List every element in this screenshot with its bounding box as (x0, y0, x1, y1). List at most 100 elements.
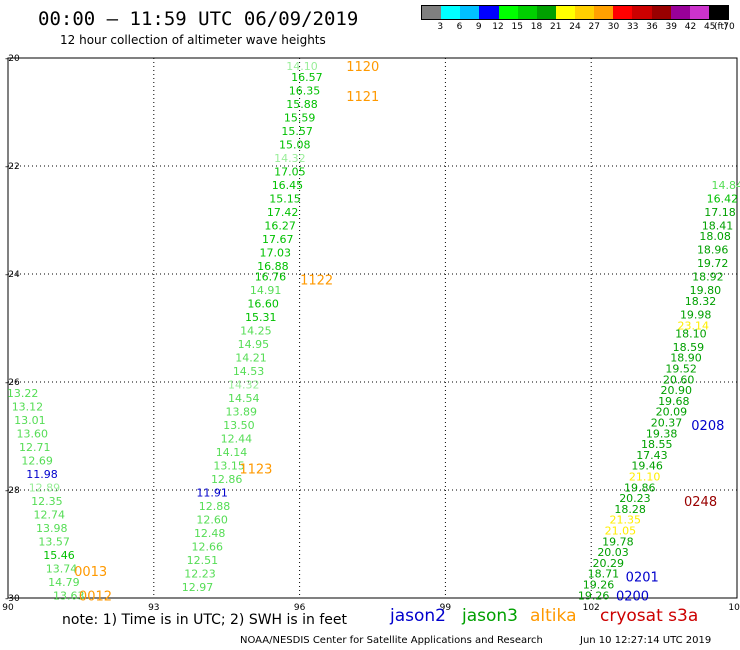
legend-swatch (594, 6, 614, 19)
wave-height-point: 20.29 (592, 557, 624, 570)
legend-swatch (575, 6, 595, 19)
x-tick-label: 105 (728, 603, 740, 613)
wave-height-point: 20.60 (663, 373, 695, 386)
wave-height-point: 19.78 (602, 535, 634, 548)
legend-label: 21 (550, 22, 562, 32)
y-tick-label: -28 (5, 486, 20, 496)
y-tick-label: -20 (5, 54, 20, 64)
legend-label: 24 (569, 22, 581, 32)
wave-height-point: 13.50 (223, 419, 255, 432)
wave-height-point: 18.08 (699, 230, 731, 243)
wave-height-point: 18.28 (614, 503, 646, 516)
wave-height-point: 21.35 (609, 514, 641, 527)
wave-height-point: 20.37 (651, 417, 683, 430)
y-tick-label: -26 (5, 378, 20, 388)
wave-height-point: 13.89 (226, 406, 258, 419)
wave-height-point: 11.98 (26, 468, 58, 481)
wave-height-point: 16.57 (291, 71, 323, 84)
wave-height-point: 12.23 (184, 568, 216, 581)
wave-height-point: 12.89 (29, 481, 61, 494)
legend-swatch (670, 6, 690, 19)
wave-height-point: 17.42 (267, 206, 299, 219)
wave-height-point: 13.98 (36, 522, 68, 535)
wave-height-point: 16.88 (257, 260, 289, 273)
legend-label: 9 (475, 22, 482, 32)
wave-height-point: 13.74 (46, 562, 78, 575)
legend-label: 36 (646, 22, 658, 32)
map-subtitle: 12 hour collection of altimeter wave hei… (60, 33, 326, 47)
pass-time-label: 0013 (74, 565, 107, 580)
wave-height-point: 16.45 (272, 179, 304, 192)
wave-height-point: 15.59 (284, 111, 316, 124)
wave-height-point: 14.54 (228, 392, 260, 405)
wave-height-point: 13.63 (53, 589, 85, 602)
wave-height-point: 20.90 (661, 384, 693, 397)
wave-height-point: 16.60 (247, 298, 279, 311)
wave-height-point: 19.98 (680, 309, 712, 322)
wave-height-point: 17.67 (262, 233, 294, 246)
wave-height-point: 12.88 (199, 500, 231, 513)
satellite-name: jason3 (462, 606, 518, 626)
wave-height-point: 13.12 (12, 400, 44, 413)
legend-swatch (613, 6, 633, 19)
wave-height-point: 16.27 (264, 219, 296, 232)
pass-time-label: 0248 (684, 495, 717, 510)
wave-height-point: 13.22 (7, 387, 39, 400)
pass-time-label: 0201 (626, 570, 659, 585)
wave-height-point: 17.43 (636, 449, 668, 462)
legend-label: 12 (492, 22, 504, 32)
pass-time-label: 1121 (346, 90, 379, 105)
wave-height-point: 15.31 (245, 311, 277, 324)
legend-swatch (689, 6, 709, 19)
wave-height-point: 15.57 (281, 125, 313, 138)
legend-swatch (479, 6, 499, 19)
pass-time-label: 0200 (616, 589, 649, 604)
footer-credit: NOAA/NESDIS Center for Satellite Applica… (240, 635, 543, 646)
wave-height-point: 14.79 (48, 576, 80, 589)
wave-height-point: 12.97 (182, 581, 214, 594)
wave-height-point: 17.05 (274, 165, 306, 178)
legend-unit: (ft) (714, 22, 728, 32)
wave-height-point: 19.52 (665, 363, 697, 376)
wave-height-point: 12.35 (31, 495, 63, 508)
wave-height-point: 19.26 (578, 589, 610, 602)
legend-label: 42 (684, 22, 697, 32)
legend-swatch (422, 6, 442, 19)
wave-height-point: 14.25 (240, 325, 272, 338)
wave-height-point: 18.32 (685, 295, 717, 308)
legend-swatch (651, 6, 671, 19)
wave-height-point: 16.42 (707, 192, 739, 205)
wave-height-point: 13.15 (213, 460, 245, 473)
wave-height-point: 19.46 (631, 460, 663, 473)
wave-height-point: 14.53 (233, 365, 265, 378)
wave-height-point: 14.95 (238, 338, 270, 351)
wave-height-point: 14.10 (286, 60, 318, 73)
wave-height-point: 15.46 (43, 549, 75, 562)
wave-height-point: 18.55 (641, 438, 673, 451)
y-tick-label: -22 (5, 162, 20, 172)
wave-height-point: 20.09 (656, 406, 688, 419)
wave-height-point: 13.60 (17, 427, 49, 440)
wave-height-point: 18.90 (670, 352, 702, 365)
wave-height-point: 19.68 (658, 395, 690, 408)
pass-time-label: 1122 (300, 273, 333, 288)
wave-height-point: 17.03 (260, 246, 292, 259)
legend-swatch (498, 6, 518, 19)
legend-swatch (555, 6, 575, 19)
wave-height-point: 12.60 (196, 514, 228, 527)
color-legend (421, 5, 729, 20)
legend-label: 30 (607, 22, 620, 32)
wave-height-point: 19.86 (624, 481, 656, 494)
pass-time-label: 0012 (79, 589, 112, 604)
wave-height-point: 12.74 (34, 508, 66, 521)
footer-timestamp: Jun 10 12:27:14 UTC 2019 (580, 635, 712, 646)
wave-height-point: 16.35 (289, 84, 321, 97)
x-tick-label: 90 (2, 603, 14, 613)
wave-height-point: 11.91 (196, 487, 228, 500)
wave-height-point: 15.15 (269, 192, 301, 205)
x-tick-label: 102 (583, 603, 600, 613)
wave-height-point: 16.76 (255, 271, 287, 284)
wave-height-point: 14.32 (274, 152, 306, 165)
wave-height-point: 18.59 (673, 341, 705, 354)
wave-height-point: 19.26 (583, 579, 615, 592)
